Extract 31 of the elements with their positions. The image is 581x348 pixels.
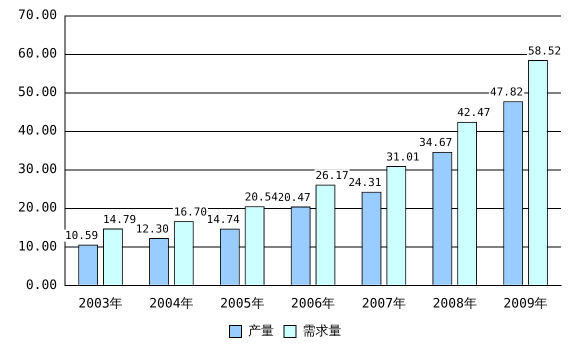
data-label: 20.54	[244, 190, 278, 204]
legend-label: 产量	[248, 324, 274, 339]
data-label: 47.82	[490, 86, 524, 99]
data-label: 31.01	[386, 150, 420, 164]
data-label: 58.52	[528, 44, 562, 58]
x-tick-label: 2004年	[149, 296, 194, 312]
data-label: 34.67	[419, 136, 452, 150]
x-tick-label: 2006年	[290, 296, 336, 312]
y-tick-label: 20.00	[18, 200, 58, 216]
y-tick-label: 30.00	[18, 162, 58, 178]
x-tick-label: 2005年	[220, 296, 264, 312]
y-tick-label: 60.00	[18, 46, 58, 62]
data-label: 12.30	[136, 222, 169, 236]
y-tick-label: 10.00	[18, 239, 58, 254]
data-label: 16.70	[174, 205, 207, 218]
legend-label: 需求量	[302, 324, 342, 339]
x-tick-label: 2009年	[503, 296, 548, 312]
data-label: 14.74	[206, 212, 240, 226]
data-label: 14.79	[103, 212, 136, 226]
x-tick-label: 2003年	[78, 296, 123, 312]
y-tick-label: 50.00	[18, 85, 58, 100]
data-label: 24.31	[348, 176, 382, 190]
y-tick-label: 0.00	[26, 278, 58, 293]
data-label: 26.17	[316, 168, 349, 182]
data-label: 20.47	[277, 190, 311, 204]
data-label: 42.47	[457, 106, 490, 120]
y-tick-label: 40.00	[18, 124, 58, 139]
data-label: 10.59	[64, 228, 98, 242]
x-tick-label: 2007年	[362, 296, 406, 312]
x-tick-label: 2008年	[432, 296, 477, 312]
y-tick-label: 70.00	[18, 8, 58, 24]
